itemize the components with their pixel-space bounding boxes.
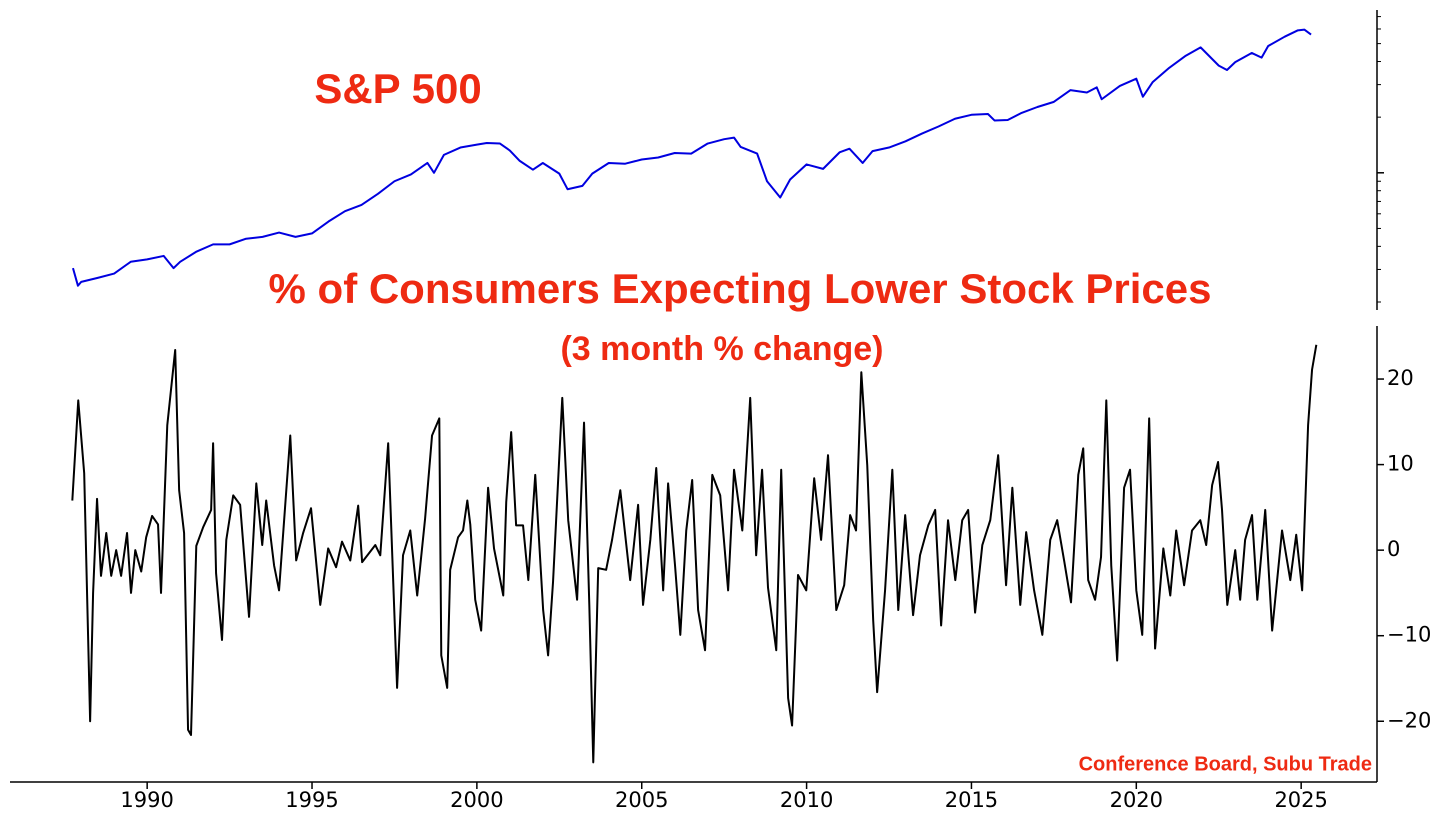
y-tick-label: 20 bbox=[1387, 366, 1414, 390]
source-annotation: Conference Board, Subu Trade bbox=[1079, 753, 1372, 775]
y-tick-label: −10 bbox=[1387, 623, 1431, 647]
x-tick-label: 2025 bbox=[1274, 788, 1327, 812]
y-tick-label: −20 bbox=[1387, 708, 1431, 732]
x-tick-label: 2005 bbox=[615, 788, 668, 812]
y-tick-label: 10 bbox=[1387, 452, 1414, 476]
x-tick-label: 1995 bbox=[285, 788, 338, 812]
x-tick-label: 2015 bbox=[945, 788, 998, 812]
chart-title: S&P 500 bbox=[314, 65, 481, 112]
x-tick-label: 1990 bbox=[120, 788, 173, 812]
chart-title: % of Consumers Expecting Lower Stock Pri… bbox=[269, 265, 1212, 312]
y-tick-label: 0 bbox=[1387, 537, 1400, 561]
chart-subtitle: (3 month % change) bbox=[560, 330, 883, 368]
data-line bbox=[71, 344, 1318, 764]
x-tick-label: 2020 bbox=[1110, 788, 1163, 812]
x-tick-label: 2010 bbox=[780, 788, 833, 812]
x-tick-label: 2000 bbox=[450, 788, 503, 812]
data-line bbox=[72, 28, 1312, 287]
